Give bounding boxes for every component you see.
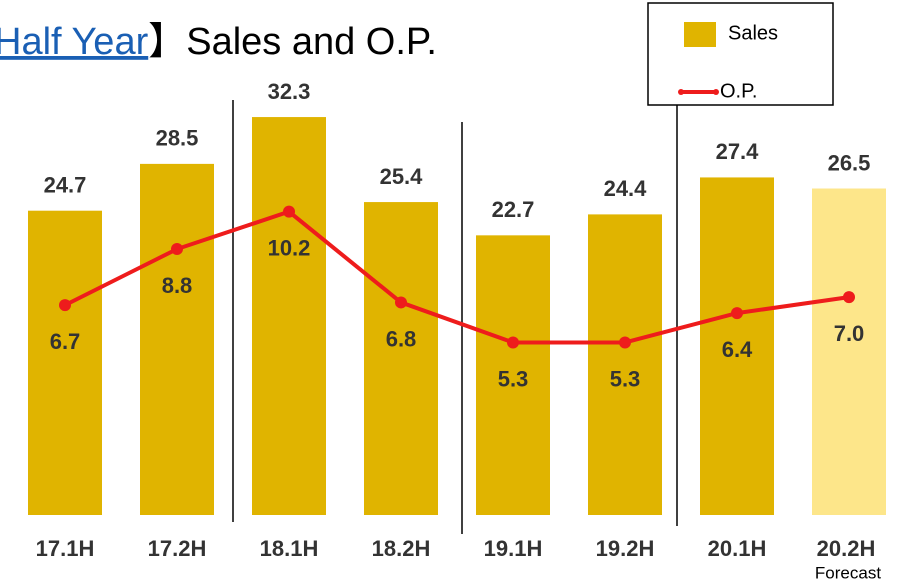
line-point	[59, 299, 71, 312]
bar-value-label: 26.5	[828, 150, 871, 175]
bar-value-label: 25.4	[380, 164, 424, 189]
line-point	[283, 205, 295, 218]
bar-value-label: 27.4	[716, 139, 760, 164]
line-point	[171, 243, 183, 256]
x-tick-label: 19.1H	[484, 536, 543, 561]
bar	[812, 188, 886, 515]
x-tick-label: 20.1H	[708, 536, 767, 561]
title-link[interactable]: Half Year	[0, 21, 149, 63]
legend-swatch	[684, 22, 716, 47]
x-tick-label: 19.2H	[596, 536, 655, 561]
bar	[140, 163, 214, 515]
line-value-label: 5.3	[498, 366, 529, 391]
bar-value-label: 28.5	[156, 126, 199, 151]
line-value-label: 10.2	[268, 235, 311, 260]
line-value-label: 7.0	[834, 321, 865, 346]
x-tick-label: 18.2H	[372, 536, 431, 561]
line	[64, 209, 850, 345]
line-value-label: 5.3	[610, 366, 641, 391]
bar-value-label: 22.7	[492, 197, 535, 222]
legend-dot	[713, 89, 719, 95]
x-tick-label: 18.1H	[260, 536, 319, 561]
legend-label: O.P.	[720, 80, 757, 102]
line-value-label: 6.8	[386, 326, 417, 351]
line-value-label: 6.4	[722, 337, 753, 362]
line-value-label: 6.7	[50, 329, 81, 354]
x-tick-label: 17.2H	[148, 536, 207, 561]
bar-value-label: 24.4	[604, 176, 648, 201]
line-point	[731, 307, 743, 320]
bar	[28, 210, 102, 516]
line-point	[619, 336, 631, 349]
bar	[700, 177, 774, 515]
line-point	[395, 296, 407, 309]
bar-value-label: 24.7	[44, 173, 87, 198]
title-text: 】Sales and O.P.	[148, 21, 437, 63]
bar-value-label: 32.3	[268, 79, 311, 104]
bar	[476, 235, 550, 515]
legend-label: Sales	[728, 22, 778, 44]
x-tick-label: 17.1H	[36, 536, 95, 561]
line-point	[507, 336, 519, 349]
bar	[588, 214, 662, 515]
x-tick-label: 20.2H	[817, 536, 876, 561]
bar	[364, 202, 438, 515]
legend-dot	[678, 89, 684, 95]
legend	[647, 2, 834, 106]
line-point	[843, 291, 855, 304]
bar	[252, 117, 326, 516]
line-value-label: 8.8	[162, 273, 193, 298]
annotation: Forecast	[815, 563, 881, 582]
chart-title: Half Year】Sales and O.P.	[0, 21, 437, 63]
